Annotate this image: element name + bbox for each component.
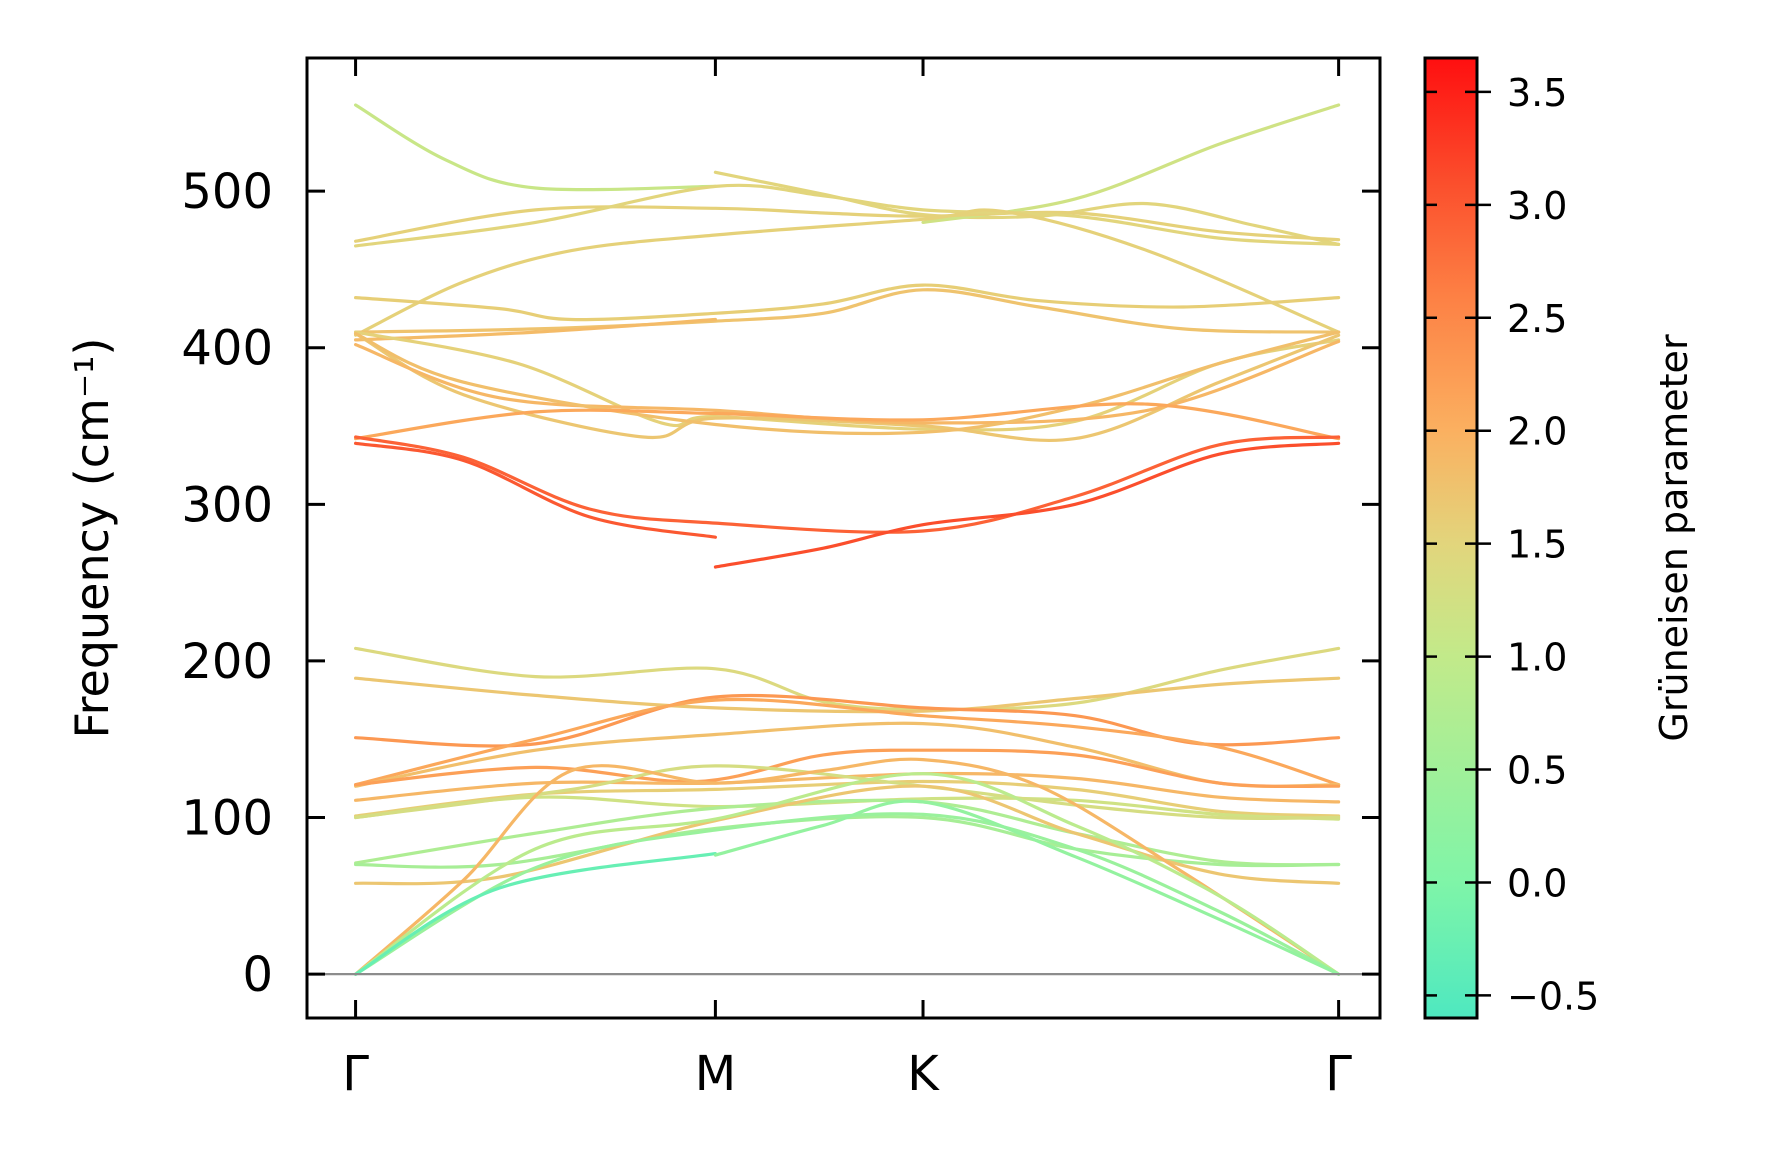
y-tick-label: 100: [181, 791, 273, 847]
band-line-16: [713, 441, 1341, 569]
x-tick-label: K: [907, 1046, 940, 1102]
band-line-26: [354, 764, 1341, 821]
band-line-12: [354, 330, 1341, 436]
colorbar-tick-label: 2.0: [1507, 410, 1567, 454]
colorbar-tick-label: 1.5: [1507, 523, 1567, 567]
band-line-6: [354, 283, 1341, 322]
band-line-14: [354, 435, 1341, 534]
colorbar: [1423, 56, 1479, 1020]
x-tick-label: Γ: [1325, 1046, 1352, 1102]
y-tick-label: 500: [181, 164, 273, 220]
band-line-31: [354, 772, 1341, 976]
band-line-30: [354, 757, 1341, 976]
band-line-15: [354, 441, 717, 539]
band-line-18: [354, 676, 1341, 714]
band-line-32: [354, 812, 1341, 976]
colorbar-tick-label: 3.0: [1507, 184, 1567, 228]
x-tick-label: Γ: [342, 1046, 369, 1102]
colorbar-tick-label: 1.0: [1507, 636, 1567, 680]
band-line-10: [354, 332, 1341, 443]
band-line-28: [354, 815, 1341, 869]
band-line-29: [354, 784, 1341, 886]
band-line-17: [354, 646, 1341, 712]
band-line-3: [354, 205, 1341, 243]
band-line-11: [354, 339, 1341, 425]
colorbar-tick-label: 3.5: [1507, 71, 1567, 115]
x-tick-label: M: [695, 1046, 736, 1102]
band-lines: [354, 103, 1341, 976]
colorbar-label: Grüneisen parameter: [1652, 334, 1696, 742]
y-axis: 0 100 200 300 400 500: [181, 164, 1380, 1003]
y-tick-label: 0: [242, 947, 273, 1003]
band-line-20: [354, 697, 1341, 787]
band-line-13: [354, 402, 1341, 441]
band-line-19: [354, 693, 1341, 748]
band-line-22: [354, 748, 1341, 789]
band-line-34: [713, 799, 1341, 976]
plot-frame: [305, 56, 1382, 1020]
band-line-0: [354, 103, 717, 192]
y-tick-label: 200: [181, 634, 273, 690]
band-line-5: [354, 208, 1341, 337]
band-line-33: [354, 852, 717, 976]
colorbar-tick-label: 0.5: [1507, 749, 1567, 793]
band-line-4: [354, 183, 1341, 248]
y-tick-label: 300: [181, 477, 273, 533]
y-tick-label: 400: [181, 321, 273, 377]
colorbar-tick-label: 2.5: [1507, 297, 1567, 341]
band-line-7: [354, 288, 1341, 334]
colorbar-tick-label: −0.5: [1507, 974, 1599, 1018]
colorbar-tick-label: 0.0: [1507, 861, 1567, 905]
y-axis-label: Frequency (cm⁻¹): [65, 338, 119, 739]
colorbar-ticks: −0.5 0.0 0.5 1.0 1.5 2.0 2.5 3.0 3.5: [1425, 71, 1599, 1018]
